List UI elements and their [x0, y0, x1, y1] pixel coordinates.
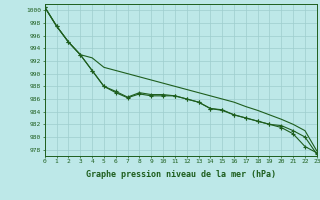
X-axis label: Graphe pression niveau de la mer (hPa): Graphe pression niveau de la mer (hPa) [86, 170, 276, 179]
